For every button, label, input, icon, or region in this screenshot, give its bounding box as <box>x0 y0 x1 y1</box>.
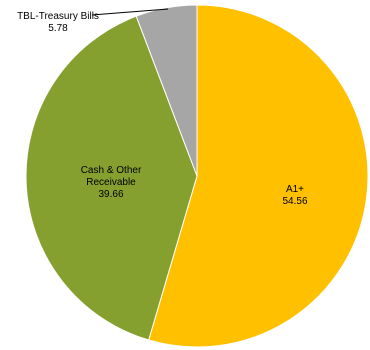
pie-slice-cash-other-receivable <box>25 15 198 341</box>
pie-labels: A1+ 54.56 Cash & Other Receivable 39.66 TBL-T… <box>17 8 308 207</box>
slice-label-a1: A1+ 54.56 <box>282 184 307 207</box>
slice-value-tbl-treasury-bills: 5.78 <box>48 23 68 34</box>
slice-value-cash-other-receivable: 39.66 <box>98 189 123 200</box>
pie-slice-a1 <box>148 4 369 348</box>
pie-slice-tbl-treasury-bills <box>135 4 198 177</box>
slice-label-cash-other-receivable: Cash & Other Receivable 39.66 <box>81 165 142 200</box>
slice-name-tbl-treasury-bills: TBL-Treasury Bills <box>17 11 99 22</box>
slice-name-cash-other-receivable: Cash & Other <box>81 165 142 176</box>
slice-name-a1: A1+ <box>286 184 304 195</box>
leader-line-tbl-treasury-bills <box>91 8 169 16</box>
slice-name-cash-other-receivable: Receivable <box>86 177 136 188</box>
slice-value-a1: 54.56 <box>282 196 307 207</box>
slice-label-tbl-treasury-bills: TBL-Treasury Bills 5.78 <box>17 11 99 34</box>
pie-slices <box>25 4 369 348</box>
